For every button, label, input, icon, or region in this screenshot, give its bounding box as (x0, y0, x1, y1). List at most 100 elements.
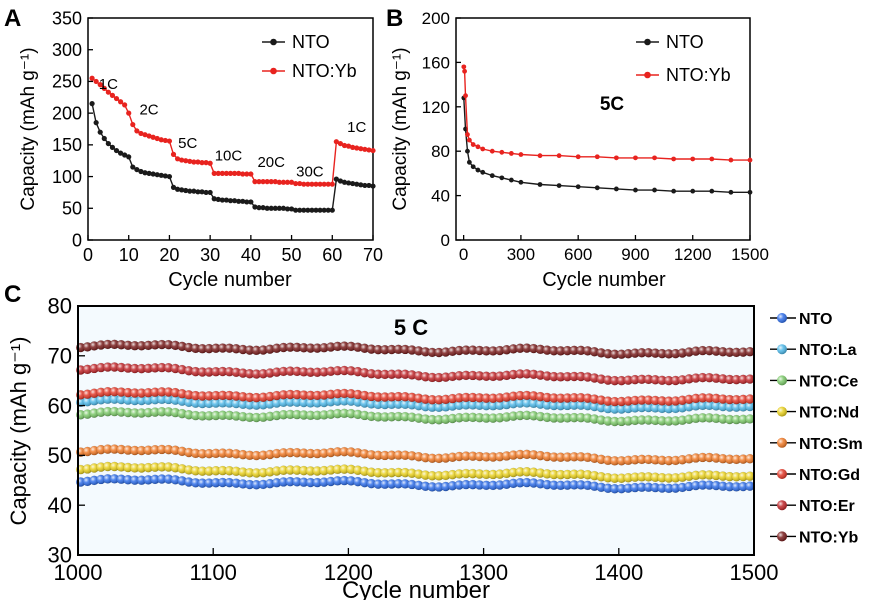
panel-c-point-shine-nto (616, 484, 627, 494)
panel-b-marks (461, 64, 753, 195)
panel-a-point-nto-yb (179, 157, 185, 163)
panel-c-point-shine-nto-sm (387, 450, 397, 460)
panel-b-point-nto (499, 175, 505, 181)
panel-c-point-shine-nto-sm (130, 445, 140, 456)
panel-b-point-nto (537, 182, 543, 187)
panel-c-point-shine-nto-nd (603, 473, 613, 483)
panel-c-point-shine-nto-sm (136, 445, 147, 456)
panel-c-point-shine-nto-ce (393, 411, 404, 422)
panel-c-point-shine-nto-er (109, 362, 120, 372)
panel-c-point-shine-nto-ce (251, 412, 262, 423)
panel-c-point-shine-nto (184, 477, 194, 487)
panel-c-point-shine-nto-sm (535, 451, 545, 461)
panel-c-point-shine-nto-er (414, 371, 424, 381)
panel-c-point-shine-nto-la (583, 401, 593, 411)
panel-a-point-nto-yb (337, 140, 344, 147)
panel-a-point-nto-yb (276, 179, 282, 185)
panel-c-point-shine-nto-er (299, 367, 309, 377)
panel-c-point-shine-nto-gd (380, 392, 390, 402)
panel-a-point-nto (293, 207, 299, 213)
panel-c-point-shine-nto-nd (353, 465, 363, 475)
panel-c-point-shine-nto (407, 479, 417, 490)
panel-c-point-shine-nto-er (583, 372, 593, 382)
panel-c-point-shine-nto-ce (549, 413, 559, 423)
panel-b-legend-ntoyb: NTO:Yb (666, 65, 731, 85)
panel-c-point-shine-nto-gd (454, 393, 464, 403)
panel-c-point-shine-nto-er (556, 372, 566, 382)
panel-c-point-shine-nto-er (136, 364, 147, 374)
panel-b-xtick-label: 0 (459, 245, 468, 264)
panel-c-xtick-label: 1200 (324, 560, 373, 585)
panel-a-point-nto-yb (199, 160, 205, 166)
panel-c-point-shine-nto-ce (272, 410, 282, 421)
panel-c-point-shine-nto-la (278, 397, 289, 407)
panel-c-point-shine-nto-er (738, 374, 748, 385)
panel-c-point-shine-nto-nd (346, 464, 356, 475)
panel-c-point-shine-nto-gd (373, 392, 383, 402)
panel-c-point-shine-nto-yb (177, 341, 187, 351)
panel-c-point-shine-nto-gd (745, 394, 755, 404)
panel-c-point-shine-nto-nd (387, 468, 397, 478)
panel-c-point-shine-nto-la (461, 400, 471, 410)
panel-c-point-shine-nto-er (231, 367, 241, 377)
panel-c-point-shine-nto-ce (603, 416, 613, 426)
panel-a-point-nto (350, 180, 356, 187)
panel-c-point-shine-nto-ce (326, 409, 336, 419)
panel-a-point-nto (150, 171, 156, 177)
panel-c-point-shine-nto-la (82, 397, 93, 407)
panel-c-point-shine-nto-la (508, 399, 518, 409)
panel-a-point-nto (191, 188, 197, 194)
panel-c-point-shine-nto-nd (610, 473, 620, 483)
panel-c-point-shine-nto (380, 479, 390, 489)
panel-c-point-shine-nto (630, 482, 640, 493)
panel-c-point-shine-nto-yb (447, 346, 458, 356)
panel-a-point-nto-yb (252, 179, 258, 185)
panel-c-point-shine-nto-ce (583, 413, 593, 423)
panel-c-point-shine-nto-nd (157, 462, 167, 472)
panel-c-legend-marker-shine-nto-la (777, 344, 787, 355)
panel-c-point-shine-nto-nd (670, 473, 681, 483)
panel-b-point-nto-yb (463, 93, 468, 99)
panel-c-point-shine-nto-sm (420, 453, 431, 463)
panel-c-point-shine-nto-sm (312, 448, 322, 459)
panel-c-point-shine-nto-sm (360, 449, 370, 459)
panel-a-point-nto-yb (329, 181, 335, 187)
panel-c-point-shine-nto-sm (414, 452, 424, 462)
panel-c-point-shine-nto-yb (346, 341, 356, 351)
panel-a-ytick-label: 0 (72, 230, 82, 250)
panel-c-point-shine-nto-er (407, 370, 417, 380)
panel-c-point-shine-nto-la (157, 394, 167, 404)
panel-c-point-shine-nto-gd (691, 393, 701, 404)
panel-b-point-nto (475, 167, 481, 173)
panel-c-point-shine-nto (677, 482, 687, 493)
panel-c-point-shine-nto-er (616, 376, 627, 386)
panel-c-point-shine-nto (197, 478, 207, 488)
panel-c-point-shine-nto-yb (150, 340, 160, 350)
panel-b-point-nto (633, 187, 638, 193)
panel-c-point-shine-nto-nd (529, 467, 539, 477)
panel-c-point-shine-nto-er (576, 371, 586, 382)
panel-c-point-shine-nto (670, 483, 681, 493)
panel-c-point-shine-nto-la (130, 395, 140, 406)
panel-a-point-nto-yb (284, 179, 291, 185)
panel-c-point-shine-nto-yb (488, 346, 498, 356)
panel-a-point-nto-yb (227, 170, 234, 176)
panel-a-point-nto-yb (203, 160, 209, 166)
panel-c-point-shine-nto-yb (420, 347, 431, 357)
panel-c-point-shine-nto-la (731, 402, 742, 412)
panel-c-point-shine-nto-ce (292, 409, 302, 420)
panel-c-point-shine-nto-er (387, 369, 397, 379)
panel-c-point-shine-nto-er (725, 374, 735, 385)
panel-a-point-nto (362, 182, 368, 189)
panel-a-rate-label: 30C (296, 164, 324, 181)
panel-c-point-shine-nto (258, 479, 268, 490)
panel-c-point-shine-nto (529, 478, 539, 488)
panel-c-point-shine-nto-gd (360, 390, 370, 401)
panel-c-point-shine-nto-nd (258, 468, 268, 478)
panel-c-point-shine-nto-nd (360, 466, 370, 476)
panel-b-point-nto (709, 188, 715, 194)
panel-c-point-shine-nto-ce (704, 413, 714, 423)
panel-b-legend-nto: NTO (666, 32, 704, 52)
panel-a-rate-label: 20C (257, 154, 285, 171)
panel-a-point-nto-yb (142, 132, 148, 138)
